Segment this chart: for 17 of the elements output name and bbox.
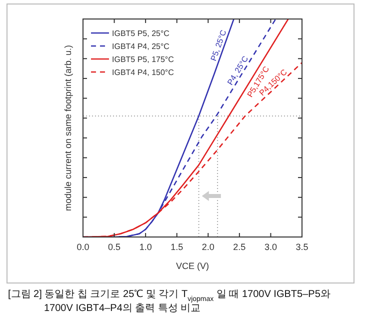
x-tick-label: 1.5 xyxy=(170,242,184,252)
legend-label: IGBT5 P5, 175°C xyxy=(112,55,174,64)
legend-label: IGBT5 P5, 25°C xyxy=(112,29,170,38)
x-tick-label: 0.5 xyxy=(108,242,121,252)
legend-label: IGBT4 P4, 150°C xyxy=(112,68,174,77)
y-axis-title: module current on same footprint (arb. u.) xyxy=(63,44,73,212)
x-tick-label: 0.0 xyxy=(76,242,90,252)
x-tick-label: 2.0 xyxy=(202,242,214,252)
x-tick-label: 1.0 xyxy=(139,242,152,252)
x-axis-title: VCE (V) xyxy=(176,261,210,271)
x-tick-label: 2.5 xyxy=(233,242,246,252)
text: 1700V IGBT4–P4의 출력 특성 비교 xyxy=(44,303,201,314)
x-tick-label: 3.0 xyxy=(264,242,277,252)
text: [그림 2] 동일한 칩 크기로 25℃ 및 각기 T$_{vjopmax}$ 일 때 1700V IGBT5–P5와 xyxy=(8,289,330,302)
x-tick-label: 3.5 xyxy=(296,242,308,252)
legend-label: IGBT4 P4, 25°C xyxy=(112,42,170,51)
annotation: P5, 25°C xyxy=(208,28,228,62)
